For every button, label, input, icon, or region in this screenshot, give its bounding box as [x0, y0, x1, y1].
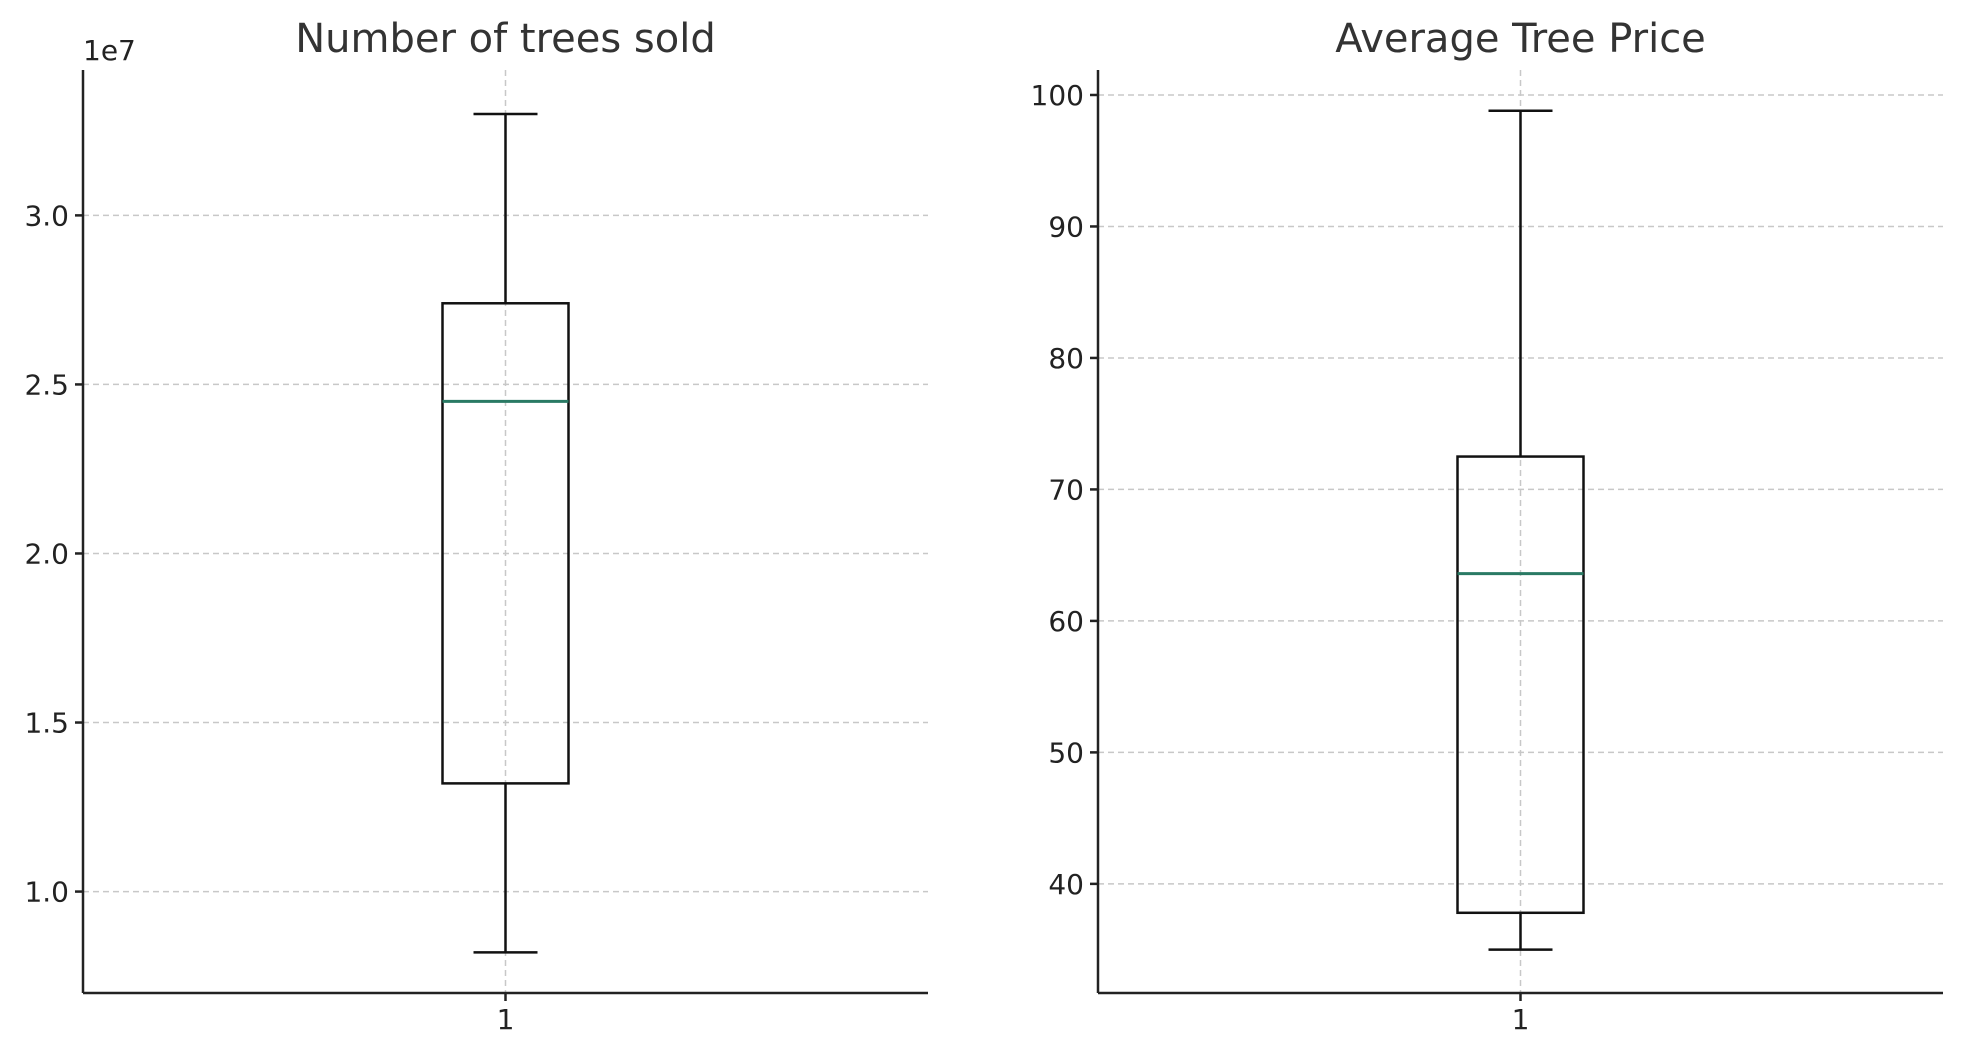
average-price-title: Average Tree Price [1335, 16, 1706, 62]
trees-sold-ytick-label-1: 1.5 [24, 707, 69, 740]
average-price-panel: Average Tree Price 40 50 60 70 80 90 100 1 [1031, 16, 1943, 1036]
average-price-xtick-label-0: 1 [1512, 1003, 1530, 1036]
trees-sold-xtick-label-0: 1 [497, 1003, 515, 1036]
average-price-ytick-label-5: 90 [1048, 210, 1084, 243]
trees-sold-ytick-label-0: 1.0 [24, 876, 69, 909]
average-price-ytick-label-1: 50 [1048, 736, 1084, 769]
trees-sold-panel: Number of trees sold 1e7 1.0 1.5 2.0 2.5 3.0… [24, 16, 928, 1036]
average-price-ytick-label-3: 70 [1048, 473, 1084, 506]
trees-sold-ytick-label-3: 2.5 [24, 368, 69, 401]
average-price-ytick-label-2: 60 [1048, 605, 1084, 638]
trees-sold-ytick-label-4: 3.0 [24, 199, 69, 232]
average-price-ytick-label-6: 100 [1031, 79, 1084, 112]
trees-sold-ytick-label-2: 2.0 [24, 537, 69, 570]
average-price-ytick-label-0: 40 [1048, 868, 1084, 901]
average-price-box [1456, 455, 1585, 915]
average-price-ytick-label-4: 80 [1048, 342, 1084, 375]
trees-sold-offset-label: 1e7 [83, 34, 136, 67]
trees-sold-box [441, 302, 570, 785]
trees-sold-title: Number of trees sold [295, 16, 716, 62]
